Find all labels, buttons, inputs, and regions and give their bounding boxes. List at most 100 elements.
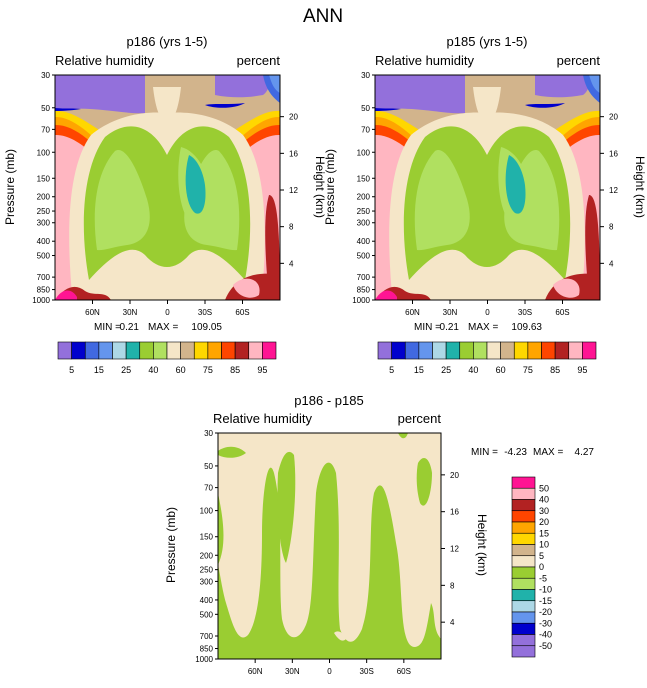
y-axis-label: Pressure (mb): [3, 149, 17, 225]
x-tick-label: 0: [485, 308, 490, 317]
colorbar-label: 75: [203, 365, 213, 375]
x-tick-label: 30S: [198, 308, 212, 317]
colorbar-label: 0: [539, 562, 544, 572]
colorbar-swatch: [582, 341, 597, 360]
colorbar-swatch: [513, 341, 529, 360]
colorbar-swatch: [207, 341, 222, 360]
y-tick-label: 200: [200, 551, 214, 560]
colorbar-swatch: [234, 341, 250, 360]
y2-tick-label: 4: [450, 618, 455, 627]
colorbar-label: 40: [468, 365, 478, 375]
y-tick-label: 300: [37, 219, 51, 228]
colorbar-label: 15: [539, 528, 549, 538]
colorbar-swatch: [221, 341, 236, 360]
colorbar-swatch: [57, 341, 72, 360]
colorbar-swatch: [377, 341, 392, 360]
colorbar-swatch: [125, 341, 141, 360]
colorbar-label: 40: [539, 495, 549, 505]
colorbar-label: 25: [441, 365, 451, 375]
y2-axis-label: Height (km): [633, 156, 647, 218]
min-value: 0.21: [440, 322, 460, 333]
colorbar-swatch: [511, 566, 536, 579]
y2-axis-label: Height (km): [475, 514, 489, 576]
y-tick-label: 1000: [32, 296, 50, 305]
colorbar-label: 5: [69, 365, 74, 375]
max-label: MAX =: [468, 322, 498, 333]
colorbar-swatch: [541, 341, 556, 360]
y2-tick-label: 20: [289, 113, 298, 122]
colorbar-swatch: [193, 341, 209, 360]
min-label: MIN =: [94, 322, 121, 333]
y-tick-label: 400: [357, 237, 371, 246]
colorbar-label: 60: [176, 365, 186, 375]
y-tick-label: 200: [37, 193, 51, 202]
y-tick-label: 500: [200, 610, 214, 619]
y-tick-label: 700: [37, 273, 51, 282]
y-tick-label: 1000: [195, 655, 213, 664]
y-tick-label: 100: [200, 507, 214, 516]
colorbar-swatch: [84, 341, 100, 360]
y-axis-label: Pressure (mb): [323, 149, 337, 225]
y2-tick-label: 4: [289, 259, 294, 268]
colorbar-swatch: [98, 341, 113, 360]
y-tick-label: 50: [41, 104, 50, 113]
colorbar-label: 60: [496, 365, 506, 375]
y-tick-label: 850: [357, 286, 371, 295]
y2-tick-label: 12: [609, 186, 618, 195]
colorbar-swatch: [511, 577, 536, 590]
colorbar-swatch: [511, 532, 536, 545]
colorbar-swatch: [418, 341, 433, 360]
y-tick-label: 300: [357, 219, 371, 228]
x-tick-label: 60N: [248, 667, 263, 676]
colorbar-label: 95: [257, 365, 267, 375]
x-tick-label: 60N: [85, 308, 100, 317]
y2-tick-label: 20: [609, 113, 618, 122]
colorbar-label: 50: [539, 483, 549, 493]
y-tick-label: 250: [200, 566, 214, 575]
y-tick-label: 300: [200, 577, 214, 586]
y-tick-label: 1000: [352, 296, 370, 305]
max-value: 109.05: [191, 322, 222, 333]
x-tick-label: 60S: [555, 308, 569, 317]
y-tick-label: 500: [357, 252, 371, 261]
colorbar-label: 15: [94, 365, 104, 375]
colorbar-label: 20: [539, 517, 549, 527]
x-tick-label: 0: [327, 667, 332, 676]
colorbar-swatch: [511, 510, 536, 523]
right-label: percent: [557, 53, 601, 68]
y2-tick-label: 4: [609, 259, 614, 268]
colorbar-swatch: [527, 341, 542, 360]
y2-tick-label: 12: [450, 545, 459, 554]
colorbar-swatch: [166, 341, 181, 360]
colorbar-label: -10: [539, 585, 552, 595]
y-axis-label: Pressure (mb): [164, 507, 178, 583]
x-tick-label: 30N: [123, 308, 138, 317]
colorbar-swatch: [180, 341, 195, 360]
panel-title: p186 (yrs 1-5): [127, 34, 208, 49]
contour-field: [375, 75, 600, 300]
colorbar-label: -40: [539, 630, 552, 640]
colorbar-label: 40: [148, 365, 158, 375]
colorbar-swatch: [139, 341, 154, 360]
colorbar-swatch: [71, 341, 86, 360]
y2-tick-label: 8: [289, 223, 294, 232]
x-tick-label: 60S: [235, 308, 249, 317]
colorbar-label: 30: [539, 506, 549, 516]
y2-tick-label: 20: [450, 471, 459, 480]
colorbar-swatch: [511, 476, 536, 489]
colorbar-swatch: [511, 622, 536, 635]
colorbar-swatch: [568, 341, 583, 360]
right-label: percent: [237, 53, 281, 68]
max-value: 109.63: [511, 322, 542, 333]
y-tick-label: 700: [357, 273, 371, 282]
y-tick-label: 250: [37, 207, 51, 216]
colorbar-label: -20: [539, 607, 552, 617]
colorbar-label: -15: [539, 596, 552, 606]
y-tick-label: 30: [41, 71, 50, 80]
page-title: ANN: [303, 6, 343, 27]
y-tick-label: 250: [357, 207, 371, 216]
x-tick-label: 30N: [443, 308, 458, 317]
y2-tick-label: 8: [450, 581, 455, 590]
y-tick-label: 850: [200, 645, 214, 654]
